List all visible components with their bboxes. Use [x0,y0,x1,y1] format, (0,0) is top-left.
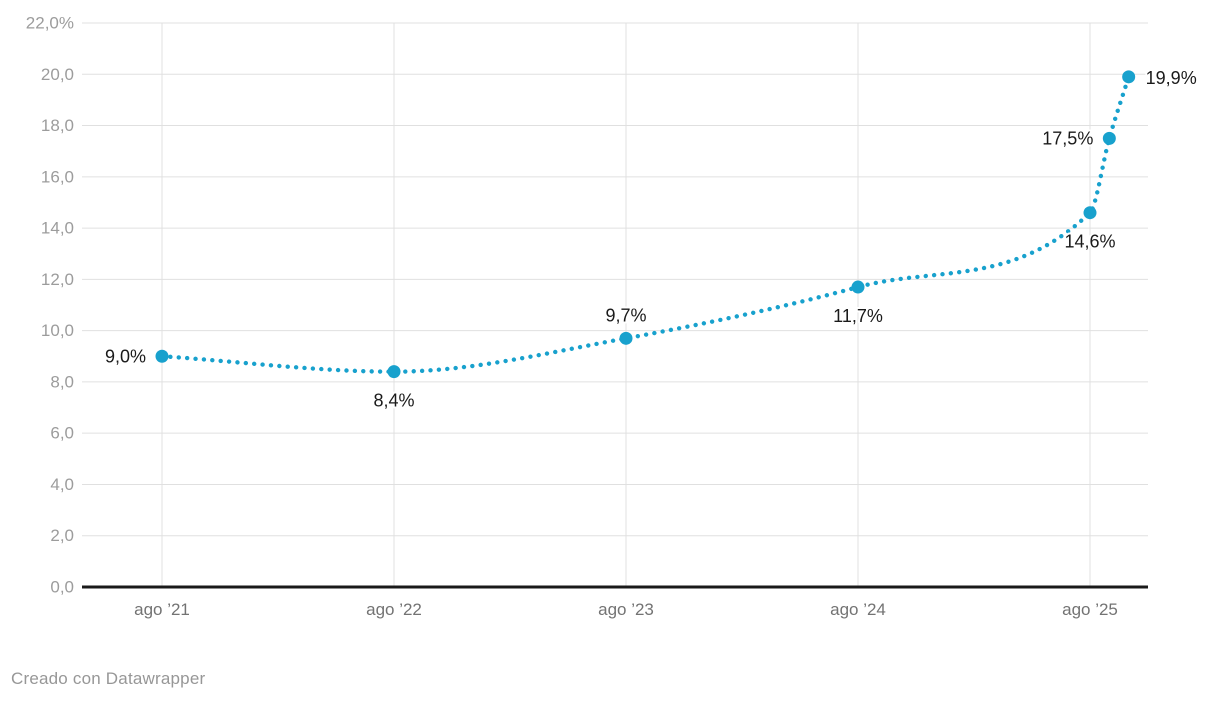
x-axis-tick-label: ago ’24 [830,600,886,619]
x-axis-tick-label: ago ’23 [598,600,654,619]
data-point-marker [1083,206,1097,220]
data-line-dotted [159,74,1131,374]
y-axis-tick-label: 18,0 [41,116,74,135]
data-point-value-label: 9,7% [605,305,646,325]
y-axis-tick-label: 8,0 [50,372,74,391]
data-point-value-label: 8,4% [373,391,414,411]
y-axis-tick-label: 12,0 [41,270,74,289]
y-axis-tick-label: 10,0 [41,321,74,340]
y-axis-tick-label: 6,0 [50,424,74,443]
y-axis-tick-label: 20,0 [41,65,74,84]
y-axis-tick-label: 16,0 [41,167,74,186]
data-point-value-label: 14,6% [1064,232,1115,252]
data-point-marker [155,349,169,363]
y-axis-tick-label: 14,0 [41,219,74,238]
data-point-value-label: 19,9% [1146,68,1197,88]
data-point-marker [851,280,865,294]
x-axis-tick-label: ago ’21 [134,600,190,619]
y-axis-tick-label: 2,0 [50,526,74,545]
y-axis-tick-label: 4,0 [50,475,74,494]
data-point-value-label: 11,7% [833,306,883,326]
data-point-value-label: 17,5% [1042,128,1093,148]
x-axis-tick-label: ago ’22 [366,600,422,619]
data-point-marker [1102,131,1116,145]
line-chart: 0,0 2,0 4,0 6,0 8,0 10,0 12,0 14,0 16,0 18,0 20,0 2… [26,14,1199,620]
data-point-value-label: 9,0% [105,346,146,366]
y-axis-tick-label: 0,0 [50,578,74,597]
data-point-marker [387,365,401,379]
data-point-marker [1122,70,1136,84]
data-point-marker [619,331,633,345]
datawrapper-credit-link[interactable]: Creado con Datawrapper [11,669,206,688]
x-axis-tick-label: ago ’25 [1062,600,1118,619]
y-axis-tick-label: 22,0% [26,14,74,33]
